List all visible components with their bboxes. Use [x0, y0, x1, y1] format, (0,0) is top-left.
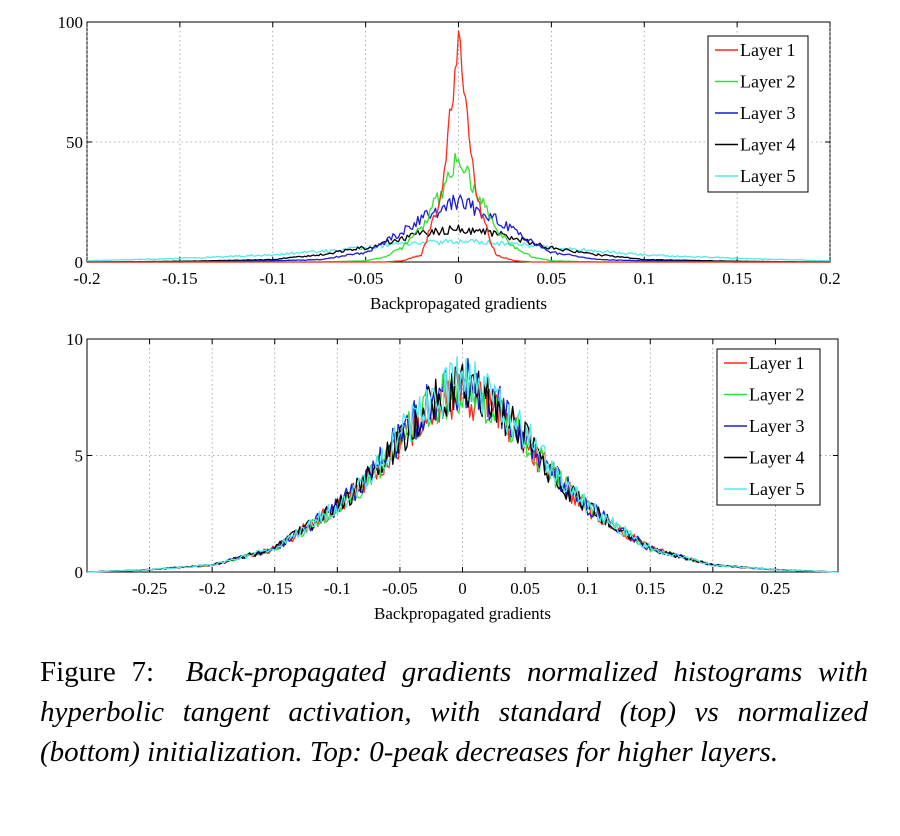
y-tick-label: 50	[66, 133, 83, 152]
legend-label-layer-1: Layer 1	[740, 40, 795, 60]
figure-7: -0.2 -0.15 -0.1 -0.05 0 0.05 0.1 0.15 0.2050100B…	[58, 13, 841, 623]
y-tick-label: 0	[75, 563, 84, 582]
y-tick-label: 0	[75, 253, 84, 272]
x-tick-label: -0.05	[348, 269, 383, 288]
y-tick-label: 100	[58, 13, 84, 32]
x-tick-label: 0	[458, 579, 467, 598]
x-tick-label: 0.1	[634, 269, 655, 288]
legend-label-layer-2: Layer 2	[749, 385, 804, 405]
x-tick-label: 0.25	[761, 579, 791, 598]
series-line-layer-4	[87, 224, 830, 263]
caption-label: Figure 7:	[40, 656, 155, 688]
x-tick-label: 0.2	[819, 269, 840, 288]
x-tick-label: 0.05	[510, 579, 540, 598]
legend-box	[707, 35, 809, 193]
x-tick-label: 0.15	[722, 269, 752, 288]
x-tick-label: -0.15	[257, 579, 292, 598]
y-tick-label: 5	[75, 447, 84, 466]
x-tick-label: -0.1	[324, 579, 351, 598]
x-tick-label: -0.1	[259, 269, 286, 288]
legend-label-layer-2: Layer 2	[740, 72, 795, 92]
x-tick-label: 0.15	[635, 579, 665, 598]
series-line-layer-5	[86, 355, 839, 573]
x-tick-label: -0.25	[132, 579, 167, 598]
x-tick-label: 0.1	[577, 579, 598, 598]
legend-label-layer-1: Layer 1	[749, 353, 804, 373]
series-line-layer-1	[87, 30, 830, 263]
legend-box	[716, 348, 821, 506]
series-line-layer-5	[86, 238, 831, 262]
legend-label-layer-5: Layer 5	[749, 479, 804, 499]
x-tick-label: -0.2	[199, 579, 226, 598]
x-axis-label: Backpropagated gradients	[374, 604, 551, 623]
x-tick-label: 0.2	[702, 579, 723, 598]
x-tick-label: 0.05	[537, 269, 567, 288]
legend-label-layer-5: Layer 5	[740, 166, 795, 186]
x-tick-label: 0	[454, 269, 463, 288]
legend-label-layer-4: Layer 4	[749, 448, 804, 468]
x-axis-label: Backpropagated gradients	[370, 294, 547, 313]
legend-label-layer-3: Layer 3	[740, 103, 795, 123]
caption-text: Back-propagated gradients normalized his…	[40, 656, 868, 768]
figure-caption: Figure 7: Back-propagated gradients norm…	[40, 652, 868, 772]
top-histogram-chart: -0.2 -0.15 -0.1 -0.05 0 0.05 0.1 0.15 0.2 0 50 100 B…	[58, 13, 841, 313]
plot-area	[86, 21, 831, 263]
x-tick-label: -0.15	[162, 269, 197, 288]
bottom-histogram-chart: -0.25 -0.2 -0.15 -0.1 -0.05 0 0.05 0.1 0.15 0.2 0.…	[66, 330, 839, 623]
x-tick-label: -0.2	[74, 269, 101, 288]
y-tick-label: 10	[66, 330, 83, 349]
x-tick-label: -0.05	[382, 579, 417, 598]
legend-label-layer-4: Layer 4	[740, 135, 795, 155]
legend-label-layer-3: Layer 3	[749, 416, 804, 436]
